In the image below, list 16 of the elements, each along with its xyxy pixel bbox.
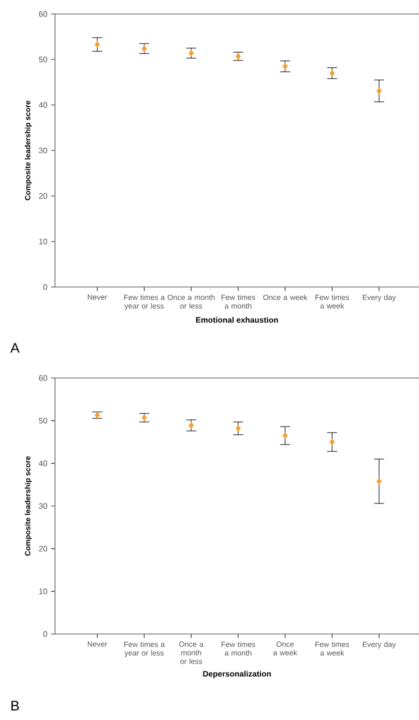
point [236,424,241,432]
point [188,50,194,57]
point [188,422,194,429]
point [236,52,241,60]
point [94,41,100,48]
text: A [10,343,20,353]
point [330,70,335,77]
point [142,45,147,52]
point [142,414,147,422]
point [330,438,335,446]
text: B [11,700,19,710]
point [376,87,382,94]
point [282,62,288,70]
point [376,478,382,485]
point [282,432,288,440]
point [94,412,100,419]
